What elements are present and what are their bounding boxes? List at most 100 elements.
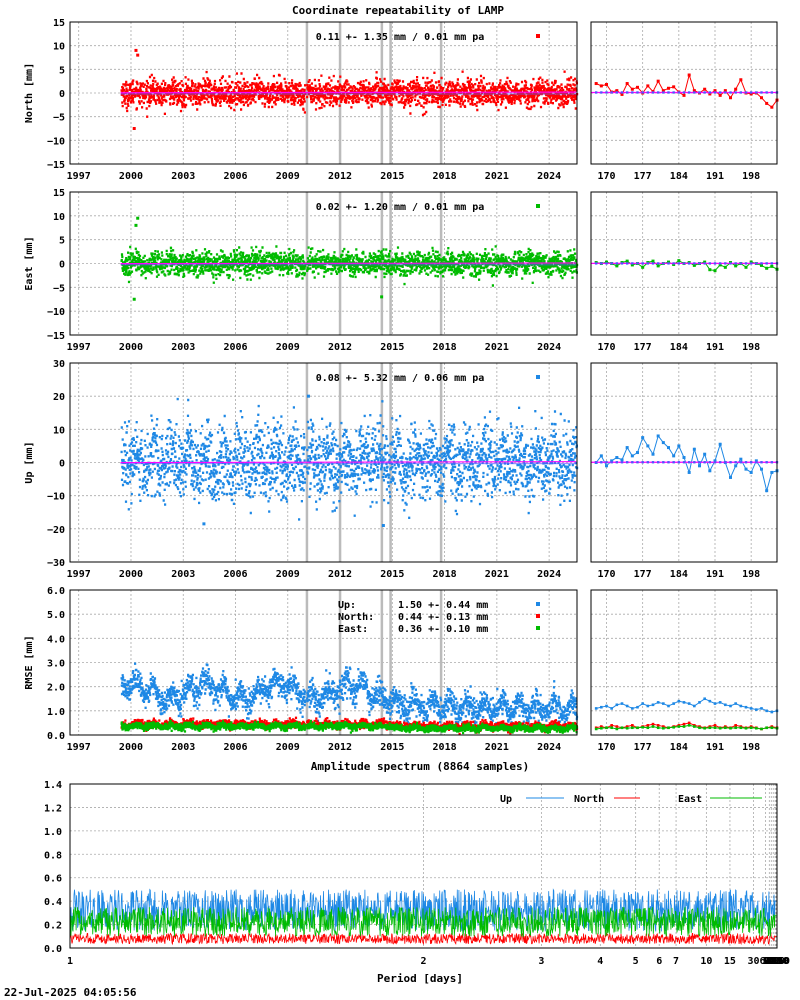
north-xtick-label: 2024 [537, 171, 561, 182]
east-recent-trend-point [703, 262, 706, 265]
rmse-recent-xtick-label: 170 [597, 742, 615, 753]
up-recent-trend-point [667, 461, 670, 464]
rmse-xtick-label: 2018 [433, 742, 457, 753]
rmse-recent-point-north [682, 722, 686, 726]
up-recent-trend-point [656, 461, 660, 464]
east-xtick-label: 2018 [433, 342, 457, 353]
spectrum-xtick-label: 8760 [766, 956, 790, 967]
up-trend-line [120, 461, 577, 464]
up-xtick-label: 2024 [537, 569, 561, 580]
east-outlier-point [134, 223, 138, 227]
east-recent-trend-point [631, 262, 634, 265]
east-stats-annotation: 0.02 +- 1.20 mm / 0.01 mm pa [316, 202, 485, 213]
rmse-ytick-label: 1.0 [47, 707, 65, 718]
east-recent-trend-point [636, 262, 639, 265]
rmse-recent-xtick-label: 191 [706, 742, 724, 753]
north-outlier-point [136, 53, 140, 57]
rmse-recent-point-east [765, 726, 768, 730]
up-legend-marker [536, 375, 540, 379]
north-recent-point [672, 85, 676, 89]
north-recent-trend-point [662, 91, 665, 94]
north-outlier-point [132, 127, 136, 130]
rmse-recent-point-east [615, 727, 619, 731]
up-recent-trend-point [739, 461, 743, 464]
east-recent-trend-point [651, 262, 655, 265]
rmse-xtick-label: 2012 [328, 742, 352, 753]
east-recent-trend-point [641, 262, 644, 265]
rmse-recent-point-up [641, 702, 644, 705]
rmse-recent-point-up [739, 704, 743, 708]
spectrum-legend-label: Up [500, 794, 512, 805]
spectrum-xtick-label: 61 [759, 956, 771, 967]
up-recent-point [620, 458, 624, 462]
rmse-legend-marker [536, 614, 540, 618]
rmse-recent-point-up [667, 704, 670, 708]
east-recent-trend-point [729, 262, 732, 265]
rmse-recent-point-up [646, 704, 650, 708]
rmse-recent-point-up [718, 701, 722, 704]
up-recent-xtick-label: 191 [706, 569, 724, 580]
east-recent-point [713, 269, 717, 273]
up-recent-trend-point [765, 461, 768, 464]
spectrum-xtick-label: 91 [763, 956, 775, 967]
east-recent-trend-point [667, 262, 670, 265]
rmse-legend-name: Up: [338, 600, 356, 611]
up-recent-trend-point [734, 461, 737, 464]
rmse-recent-point-north [631, 724, 634, 727]
rmse-recent-point-east [636, 726, 639, 730]
north-recent-point [667, 86, 670, 90]
up-ytick-label: 30 [53, 359, 65, 370]
north-recent-point [615, 89, 619, 93]
rmse-recent-point-up [656, 701, 660, 704]
up-stats-annotation: 0.08 +- 5.32 mm / 0.06 mm pa [316, 373, 485, 384]
up-recent-trend-point [724, 461, 727, 464]
rmse-recent-xtick-label: 198 [742, 742, 760, 753]
spectrum-xtick-label: 3 [538, 956, 544, 967]
up-ytick-label: 10 [53, 425, 65, 436]
east-recent-trend-point [682, 262, 686, 265]
east-recent-trend-point [698, 262, 701, 265]
rmse-recent-point-east [698, 726, 701, 730]
up-recent-point [760, 467, 763, 471]
spectrum-xtick-label: 365 [766, 956, 784, 967]
east-recent-trend-point [672, 262, 675, 265]
north-recent-trend-point [734, 91, 737, 94]
up-recent-trend-point [594, 461, 598, 464]
up-recent-trend-point [713, 461, 717, 464]
up-recent-trend-point [631, 461, 634, 464]
north-recent-point [770, 105, 774, 109]
up-recent-trend-point [677, 461, 681, 464]
north-recent-point [692, 89, 696, 93]
up-xtick-label: 1997 [67, 569, 91, 580]
up-recent-point [615, 456, 619, 460]
north-recent-trend-point [698, 91, 701, 94]
rmse-recent-point-east [667, 726, 670, 730]
rmse-recent-point-north [656, 724, 660, 727]
up-recent-trend-point [646, 461, 650, 464]
east-xtick-label: 2012 [328, 342, 352, 353]
up-recent-point [682, 456, 686, 460]
up-outlier-point [202, 522, 206, 526]
rmse-recent-point-east [631, 726, 634, 730]
east-recent-trend-point [677, 262, 681, 265]
rmse-recent-point-east [703, 726, 706, 730]
rmse-legend-value: 1.50 +- 0.44 mm [398, 600, 488, 611]
up-recent-xtick-label: 184 [670, 569, 688, 580]
rmse-recent-point-east [646, 726, 650, 730]
spectrum-ytick-label: 0.0 [44, 944, 62, 955]
rmse-recent-point-north [662, 725, 665, 728]
rmse-xtick-label: 2003 [171, 742, 195, 753]
up-recent-trend-point [693, 461, 696, 464]
north-ytick-label: 5 [59, 65, 65, 76]
east-recent-trend-point [693, 262, 696, 265]
up-recent-point [661, 441, 665, 445]
east-recent-point [651, 259, 655, 263]
north-xtick-label: 2012 [328, 171, 352, 182]
up-recent-point [754, 459, 758, 463]
rmse-ytick-label: 2.0 [47, 683, 65, 694]
north-recent-point [636, 85, 639, 89]
rmse-recent-point-east [610, 726, 613, 730]
east-ytick-label: −10 [47, 307, 65, 318]
east-recent-trend-point [765, 262, 768, 265]
east-recent-point [744, 265, 748, 269]
